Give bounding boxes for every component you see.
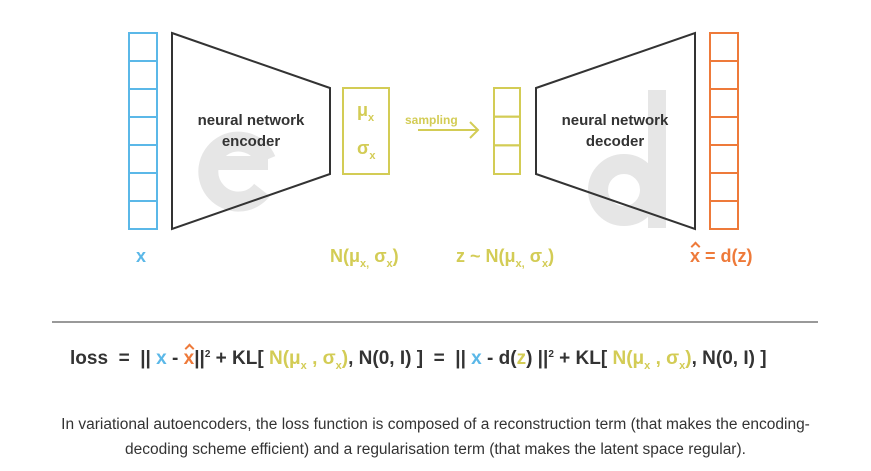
output-cell [709,116,739,146]
decoder-label-line2: decoder [585,133,645,150]
output-cell [709,32,739,62]
sigma-label: σx [357,138,376,162]
decoder-trapezoid [535,31,696,231]
latent-cell [493,87,521,118]
encoder-trapezoid [171,31,331,231]
input-cell [128,172,158,202]
decoder-label: neural network decoder [550,110,680,152]
encoder-label: neural network encoder [186,110,316,152]
encoder-label-line1: neural network [197,112,305,129]
input-cell [128,200,158,230]
sampling-label: sampling [405,113,458,127]
mu-label: μx [357,100,375,124]
decoder-watermark [588,90,666,228]
latent-cell [493,144,521,175]
input-cell [128,88,158,118]
decoder-label-line1: neural network [561,112,669,129]
latent-cell [493,115,521,147]
input-cell [128,60,158,90]
input-label: x [136,246,147,266]
sampling-arrow [418,121,480,139]
latent-sample-vector [493,87,521,175]
caption-line-2: decoding scheme efficient) and a regular… [125,441,746,458]
encoder-watermark [198,131,276,212]
output-cell [709,88,739,118]
input-cell [128,144,158,174]
output-cell [709,200,739,230]
caption-line-1: In variational autoencoders, the loss fu… [61,416,810,433]
output-label: x = d(z) [690,246,753,266]
output-cell [709,172,739,202]
input-cell [128,116,158,146]
input-vector [128,32,158,230]
encoder-label-line2: encoder [221,133,281,150]
output-cell [709,144,739,174]
distribution-box [342,87,390,175]
input-cell [128,32,158,62]
output-vector [709,32,739,230]
output-cell [709,60,739,90]
loss-formula: loss = || x - x||2 + KL[ N(μx , σx), N(0… [70,348,767,372]
distribution-label: N(μx, σx) [330,246,399,270]
latent-label: z ~ N(μx, σx) [456,246,555,270]
